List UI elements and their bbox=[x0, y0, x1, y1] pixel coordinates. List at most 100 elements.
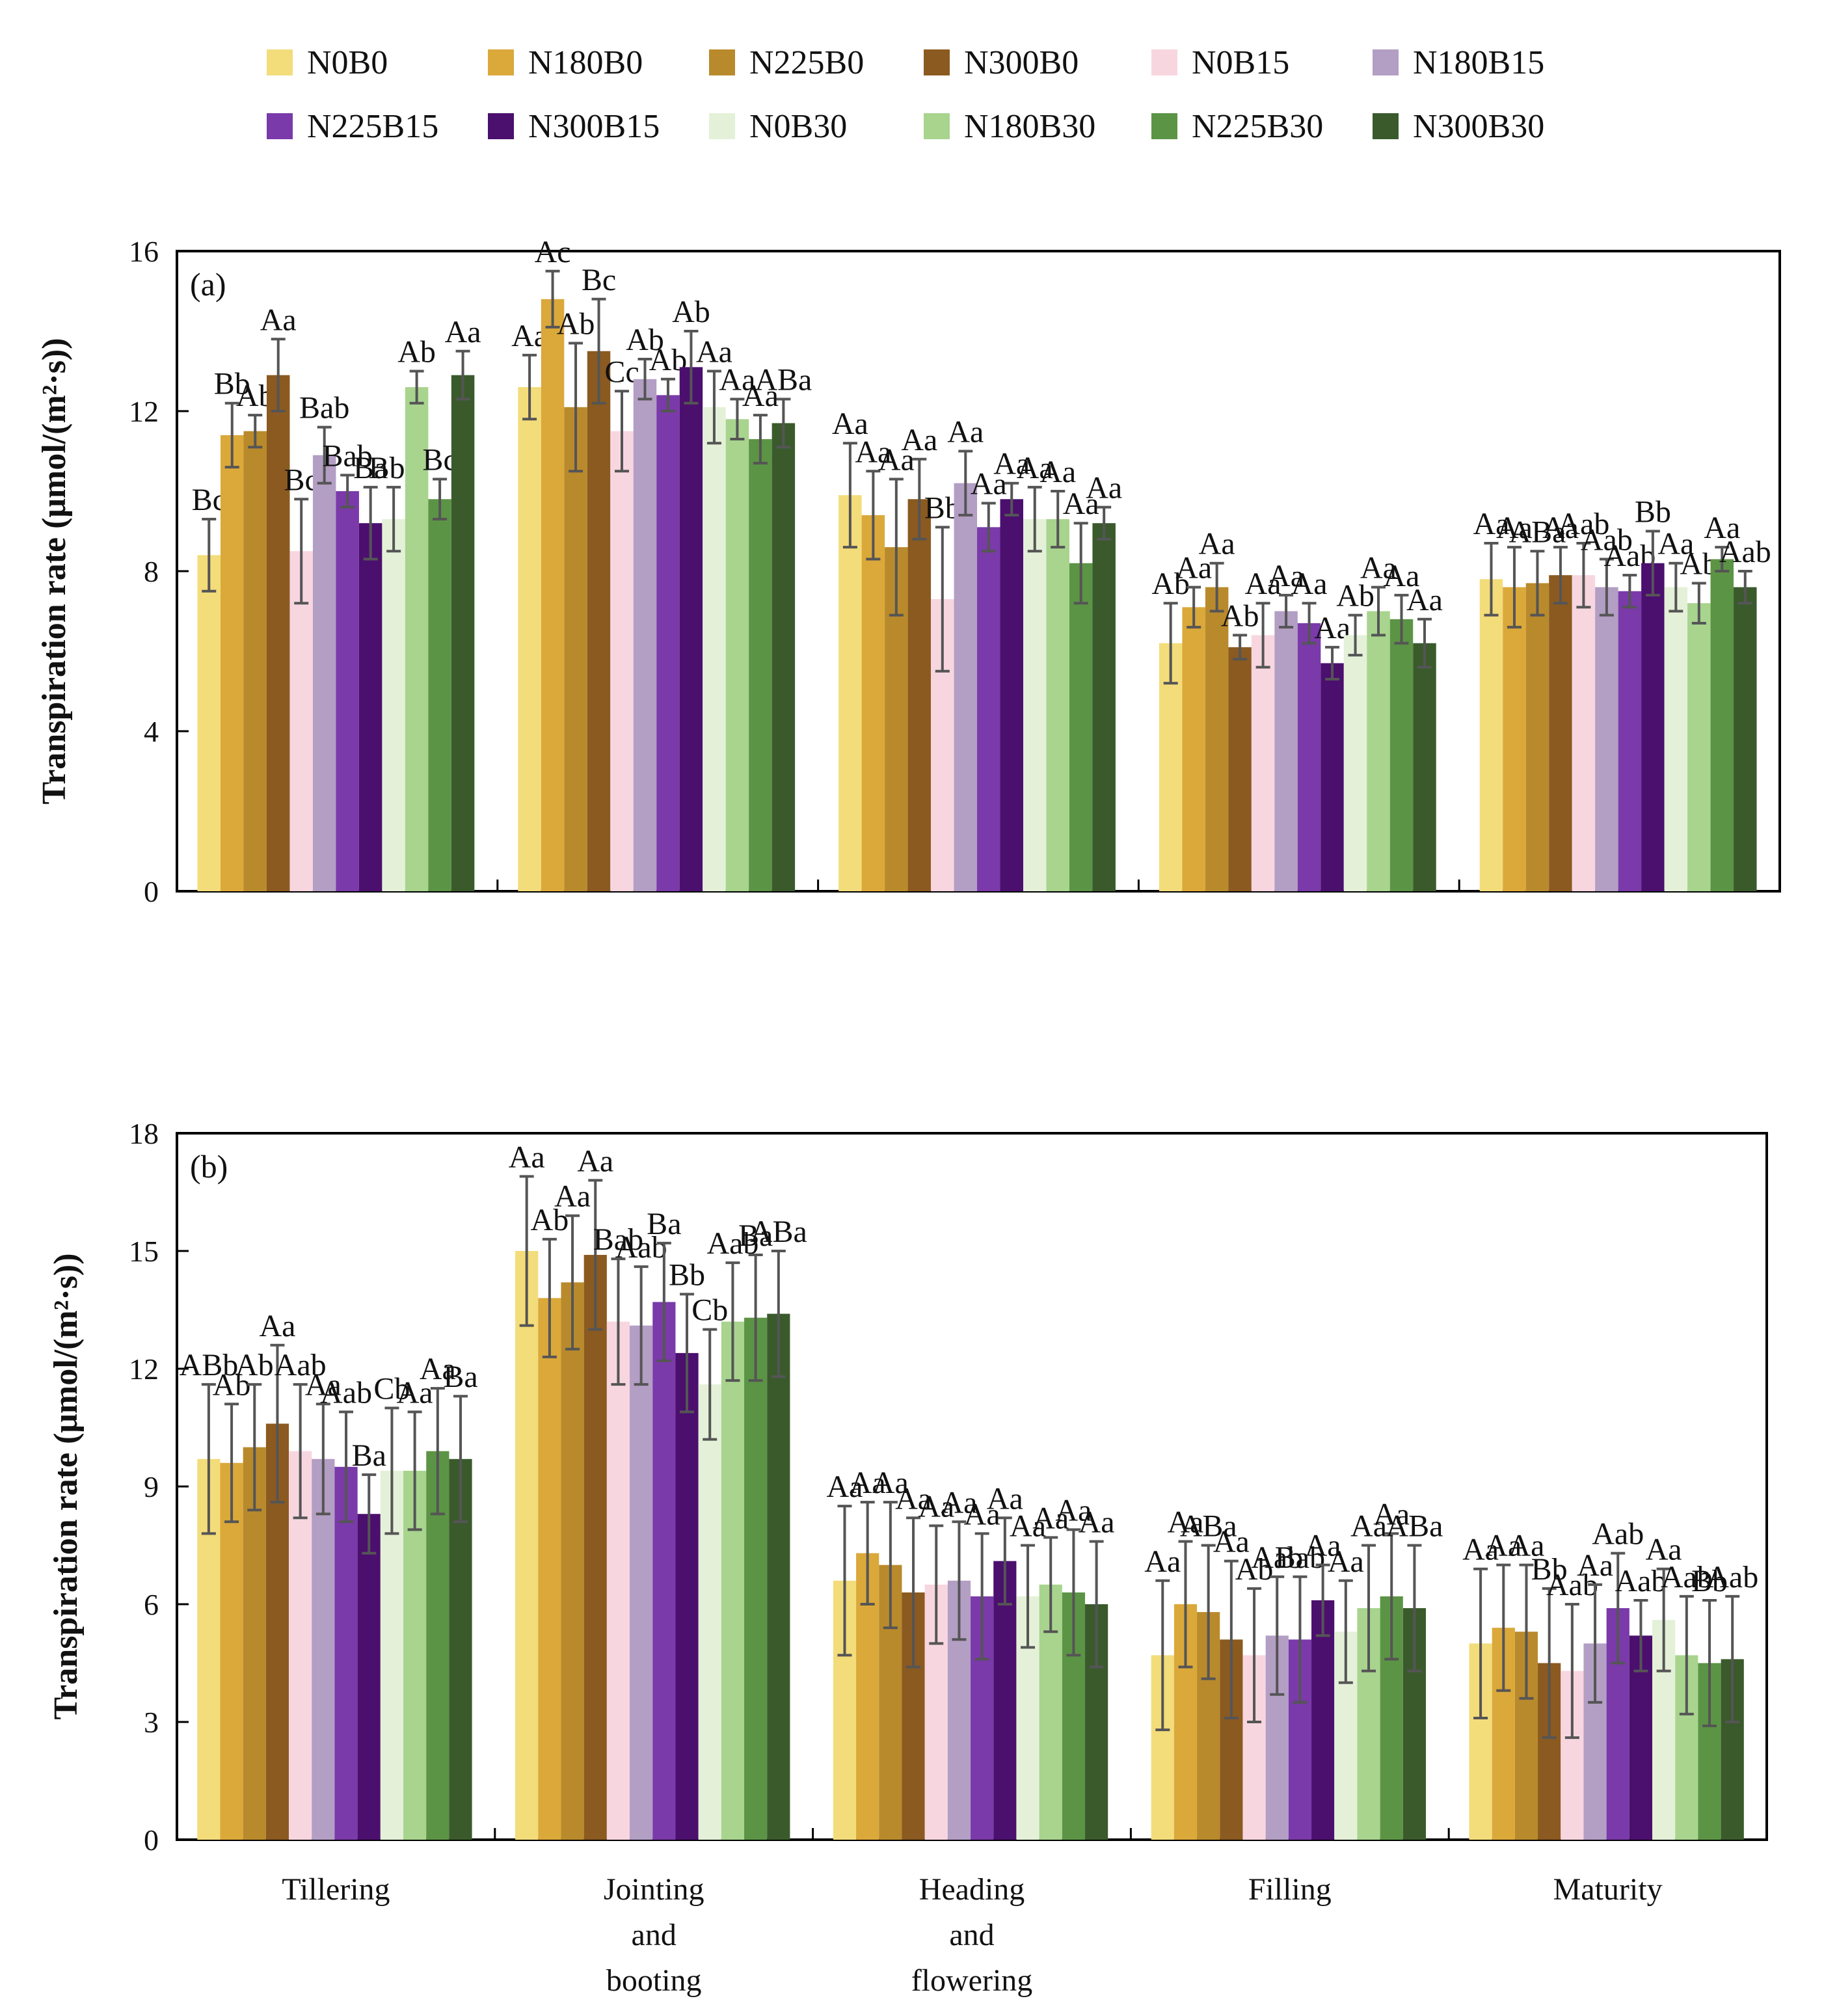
significance-label: Ab bbox=[626, 323, 664, 357]
legend-label: N180B30 bbox=[964, 107, 1096, 145]
legend-swatch bbox=[1151, 49, 1177, 75]
significance-label: Ab bbox=[672, 295, 710, 329]
significance-label: Bab bbox=[323, 438, 373, 473]
bar bbox=[633, 379, 657, 891]
bar bbox=[358, 523, 382, 891]
y-tick-label: 15 bbox=[129, 1235, 159, 1268]
significance-label: Aa bbox=[895, 1481, 932, 1516]
y-axis-label: Transpiration rate (μmol/(m²·s)) bbox=[47, 1253, 85, 1719]
y-tick-label: 12 bbox=[129, 1352, 159, 1386]
y-tick-label: 8 bbox=[144, 555, 159, 588]
significance-label: ABa bbox=[1509, 515, 1566, 549]
bar bbox=[312, 455, 336, 891]
significance-label: Bab bbox=[593, 1222, 643, 1257]
significance-label: Aa bbox=[1086, 471, 1122, 505]
bar bbox=[1503, 587, 1526, 891]
significance-label: Ac bbox=[535, 235, 571, 269]
bar bbox=[561, 1282, 584, 1840]
significance-label: Ab bbox=[235, 1348, 274, 1382]
significance-label: Aa bbox=[1199, 527, 1235, 561]
bar bbox=[564, 407, 587, 891]
x-category-label: Tillering bbox=[282, 1872, 390, 1907]
panel-label: (b) bbox=[190, 1148, 228, 1185]
significance-label: Bb bbox=[669, 1257, 705, 1292]
x-category-label: booting bbox=[606, 1963, 702, 1998]
bar bbox=[1572, 575, 1596, 891]
bar bbox=[382, 519, 405, 891]
legend-swatch bbox=[709, 49, 735, 75]
bar bbox=[907, 499, 932, 891]
significance-label: Aa bbox=[1268, 559, 1304, 593]
significance-label: Aa bbox=[1328, 1544, 1364, 1579]
significance-label: Aa bbox=[855, 435, 891, 469]
bar bbox=[220, 1462, 243, 1840]
bar bbox=[518, 387, 541, 891]
significance-label: Bb bbox=[214, 367, 250, 401]
bar bbox=[221, 435, 244, 891]
significance-label: Ab bbox=[1235, 1552, 1274, 1587]
y-tick-label: 0 bbox=[144, 875, 159, 908]
x-category-label: Jointing bbox=[604, 1872, 704, 1907]
significance-label: Aa bbox=[1063, 487, 1099, 521]
bar bbox=[630, 1325, 653, 1840]
legend-item: N0B15 bbox=[1151, 36, 1289, 88]
bar bbox=[515, 1251, 539, 1840]
bar bbox=[357, 1514, 381, 1840]
significance-label: Aa bbox=[987, 1481, 1023, 1516]
bar bbox=[1023, 519, 1047, 891]
legend-label: N180B15 bbox=[1413, 44, 1545, 81]
significance-label: Aab bbox=[1706, 1560, 1758, 1594]
legend-swatch bbox=[709, 113, 735, 139]
bar bbox=[703, 407, 726, 891]
bar bbox=[243, 1447, 266, 1840]
bar bbox=[838, 495, 862, 891]
bar bbox=[1641, 563, 1665, 891]
bar bbox=[1710, 559, 1734, 891]
bar bbox=[426, 1451, 449, 1840]
bar bbox=[675, 1352, 699, 1840]
significance-label: Bb bbox=[1635, 495, 1671, 530]
significance-label: ABa bbox=[755, 363, 812, 397]
significance-label: Aab bbox=[1557, 507, 1609, 541]
significance-label: Bb bbox=[1691, 1564, 1728, 1598]
legend-item: N225B30 bbox=[1151, 100, 1323, 152]
significance-label: Aa bbox=[445, 315, 481, 349]
significance-label: Aa bbox=[826, 1470, 863, 1504]
x-category-label: and bbox=[949, 1918, 994, 1952]
significance-label: Aa bbox=[696, 335, 732, 370]
y-tick-label: 9 bbox=[144, 1470, 159, 1503]
bar bbox=[1092, 523, 1116, 891]
bar bbox=[1311, 1600, 1335, 1840]
significance-label: Aa bbox=[260, 302, 297, 337]
panel-label: (a) bbox=[190, 266, 226, 302]
bar bbox=[1228, 647, 1252, 891]
significance-label: Aab bbox=[320, 1375, 372, 1410]
bar bbox=[197, 555, 221, 891]
significance-label: Aa bbox=[941, 1485, 977, 1520]
bar bbox=[336, 491, 359, 891]
significance-label: Aa bbox=[832, 407, 868, 441]
significance-label: Cb bbox=[373, 1371, 410, 1406]
x-category-label: Maturity bbox=[1553, 1872, 1663, 1907]
y-tick-label: 6 bbox=[144, 1588, 159, 1621]
bar bbox=[334, 1466, 358, 1840]
legend-swatch bbox=[488, 49, 514, 75]
bar bbox=[721, 1321, 745, 1840]
legend-item: N180B0 bbox=[488, 36, 643, 88]
bar bbox=[1618, 591, 1642, 891]
bar bbox=[583, 1255, 607, 1840]
significance-label: Aa bbox=[1175, 551, 1212, 585]
y-tick-label: 12 bbox=[129, 395, 159, 428]
legend-label: N300B0 bbox=[964, 44, 1079, 81]
significance-label: Ab bbox=[213, 1367, 251, 1402]
significance-label: Aa bbox=[554, 1179, 591, 1214]
legend-item: N300B0 bbox=[924, 36, 1079, 88]
significance-label: Aa bbox=[259, 1309, 295, 1343]
significance-label: Aa bbox=[1032, 1501, 1069, 1535]
bar bbox=[587, 351, 611, 891]
legend-swatch bbox=[267, 113, 293, 139]
significance-label: Bb bbox=[1531, 1552, 1568, 1587]
bar bbox=[312, 1458, 335, 1840]
significance-label: Bab bbox=[299, 391, 349, 425]
